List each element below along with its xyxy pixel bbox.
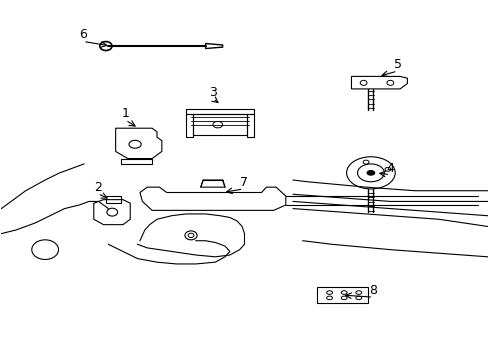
Text: 6: 6 <box>79 28 87 41</box>
Text: 8: 8 <box>368 284 377 297</box>
Text: 4: 4 <box>386 162 393 175</box>
Text: 1: 1 <box>121 107 129 120</box>
Text: 2: 2 <box>94 181 102 194</box>
Text: 7: 7 <box>239 176 247 189</box>
Text: 3: 3 <box>208 86 216 99</box>
Text: 5: 5 <box>393 58 401 71</box>
Ellipse shape <box>366 170 374 176</box>
